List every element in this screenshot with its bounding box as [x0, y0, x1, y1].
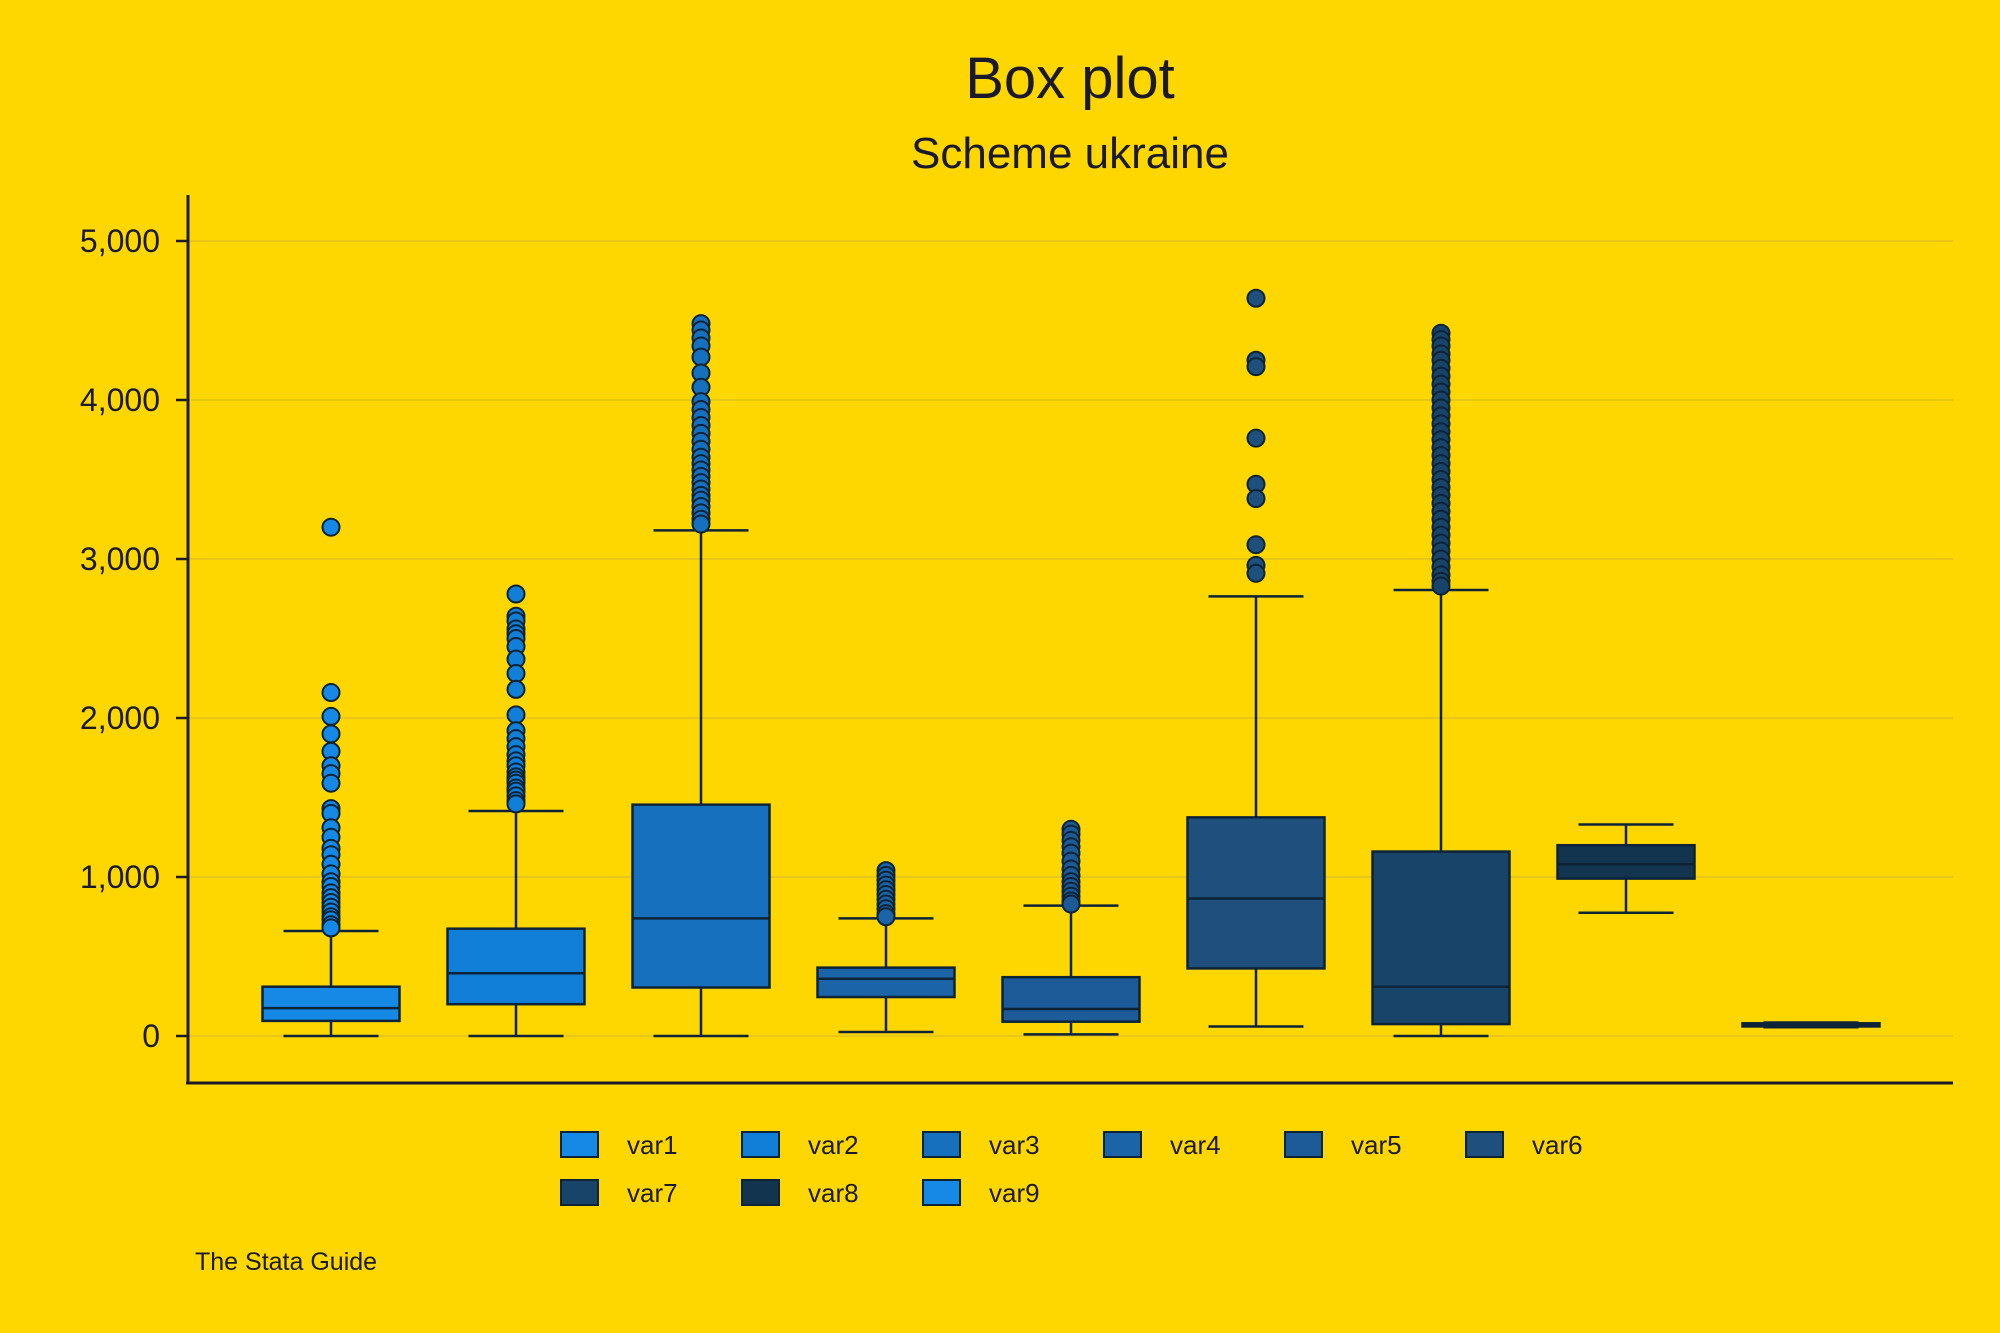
legend-swatch: [741, 1131, 780, 1158]
box-iqr: [261, 985, 401, 1023]
legend-item-var3: var3: [922, 1130, 1040, 1160]
outlier-point: [1246, 288, 1266, 308]
outlier-point: [321, 773, 341, 793]
legend-item-var9: var9: [922, 1178, 1040, 1208]
outlier-point: [321, 517, 341, 537]
box-var5: [1001, 819, 1141, 1036]
box-iqr: [1556, 843, 1696, 880]
outlier-point: [1061, 894, 1081, 914]
box-var7: [1371, 323, 1511, 1038]
box-iqr: [446, 927, 586, 1006]
y-tick-label: 2,000: [80, 700, 160, 736]
legend-swatch: [1465, 1131, 1504, 1158]
chart-note: The Stata Guide: [195, 1248, 377, 1276]
legend-swatch: [922, 1131, 961, 1158]
legend-label: var8: [808, 1178, 859, 1208]
outlier-point: [1246, 357, 1266, 377]
outlier-point: [506, 705, 526, 725]
box-iqr: [631, 803, 771, 989]
box-iqr: [1186, 816, 1326, 970]
outlier-point: [1246, 428, 1266, 448]
box-var2: [446, 584, 586, 1038]
box-var8: [1556, 823, 1696, 915]
outlier-point: [691, 347, 711, 367]
legend-item-var5: var5: [1284, 1130, 1402, 1160]
legend-item-var8: var8: [741, 1178, 859, 1208]
legend: var1 var2 var3 var4 var5 var6 var7 var8 var9: [560, 1130, 1583, 1208]
box-iqr: [816, 966, 956, 999]
outlier-point: [1246, 489, 1266, 509]
y-tick-label: 3,000: [80, 541, 160, 577]
legend-label: var2: [808, 1130, 859, 1160]
box-var3: [631, 314, 771, 1038]
outlier-point: [506, 663, 526, 683]
box-var6: [1186, 288, 1326, 1028]
outlier-point: [691, 514, 711, 534]
outlier-point: [321, 918, 341, 938]
legend-label: var3: [989, 1130, 1040, 1160]
chart-subtitle: Scheme ukraine: [911, 129, 1229, 178]
box-var1: [261, 517, 401, 1038]
legend-label: var7: [627, 1178, 678, 1208]
outlier-point: [1431, 576, 1451, 596]
legend-item-var6: var6: [1465, 1130, 1583, 1160]
box-iqr: [1001, 975, 1141, 1023]
outlier-point: [1246, 563, 1266, 583]
outlier-point: [321, 724, 341, 744]
outlier-point: [506, 794, 526, 814]
box-var4: [816, 861, 956, 1034]
legend-label: var1: [627, 1130, 678, 1160]
legend-label: var9: [989, 1178, 1040, 1208]
legend-label: var5: [1351, 1130, 1402, 1160]
outlier-point: [506, 679, 526, 699]
legend-swatch: [741, 1179, 780, 1206]
legend-swatch: [560, 1179, 599, 1206]
chart-title: Box plot: [965, 46, 1175, 111]
outlier-point: [1246, 535, 1266, 555]
legend-label: var4: [1170, 1130, 1221, 1160]
y-axis-ticks: 0 1,000 2,000 3,000 4,000 5,000: [80, 223, 188, 1054]
box-iqr: [1371, 850, 1511, 1026]
outlier-point: [321, 683, 341, 703]
boxes: [261, 288, 1881, 1038]
legend-swatch: [1284, 1131, 1323, 1158]
legend-label: var6: [1532, 1130, 1583, 1160]
y-tick-label: 5,000: [80, 223, 160, 259]
y-tick-label: 1,000: [80, 859, 160, 895]
outlier-point: [506, 584, 526, 604]
legend-item-var1: var1: [560, 1130, 678, 1160]
y-tick-label: 4,000: [80, 382, 160, 418]
box-var9: [1741, 1021, 1881, 1029]
legend-swatch: [1103, 1131, 1142, 1158]
legend-item-var4: var4: [1103, 1130, 1221, 1160]
legend-item-var2: var2: [741, 1130, 859, 1160]
y-tick-label: 0: [142, 1018, 160, 1054]
outlier-point: [876, 907, 896, 927]
outlier-point: [321, 706, 341, 726]
legend-item-var7: var7: [560, 1178, 678, 1208]
legend-swatch: [560, 1131, 599, 1158]
legend-swatch: [922, 1179, 961, 1206]
axes: [186, 195, 1953, 1085]
